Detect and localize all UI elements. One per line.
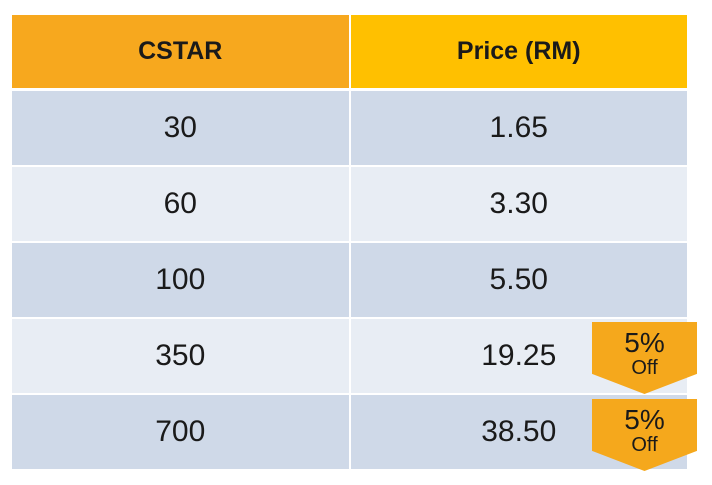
price-cell: 5.50 <box>349 242 687 319</box>
header-price: Price (RM) <box>349 15 687 91</box>
discount-label: Off <box>631 434 658 456</box>
cstar-cell: 30 <box>12 89 351 167</box>
header-cstar: CSTAR <box>12 15 351 91</box>
cstar-cell: 350 <box>12 318 351 395</box>
cstar-cell: 60 <box>12 166 351 243</box>
table-row: 100 5.50 <box>12 242 687 319</box>
price-cell: 1.65 <box>349 89 687 167</box>
table-row: 30 1.65 <box>12 89 687 167</box>
table-row: 700 38.50 <box>12 394 687 469</box>
discount-label: Off <box>631 357 658 379</box>
cstar-cell: 100 <box>12 242 351 319</box>
cstar-price-table: CSTAR Price (RM) 30 1.65 60 3.30 100 5.5… <box>12 15 687 469</box>
price-cell: 3.30 <box>349 166 687 243</box>
table-row: 60 3.30 <box>12 166 687 243</box>
discount-badge: 5% Off <box>592 399 697 471</box>
cstar-cell: 700 <box>12 394 351 469</box>
discount-percent: 5% <box>624 327 665 358</box>
discount-percent: 5% <box>624 404 665 435</box>
table-header-row: CSTAR Price (RM) <box>12 15 687 91</box>
table-row: 350 19.25 <box>12 318 687 395</box>
